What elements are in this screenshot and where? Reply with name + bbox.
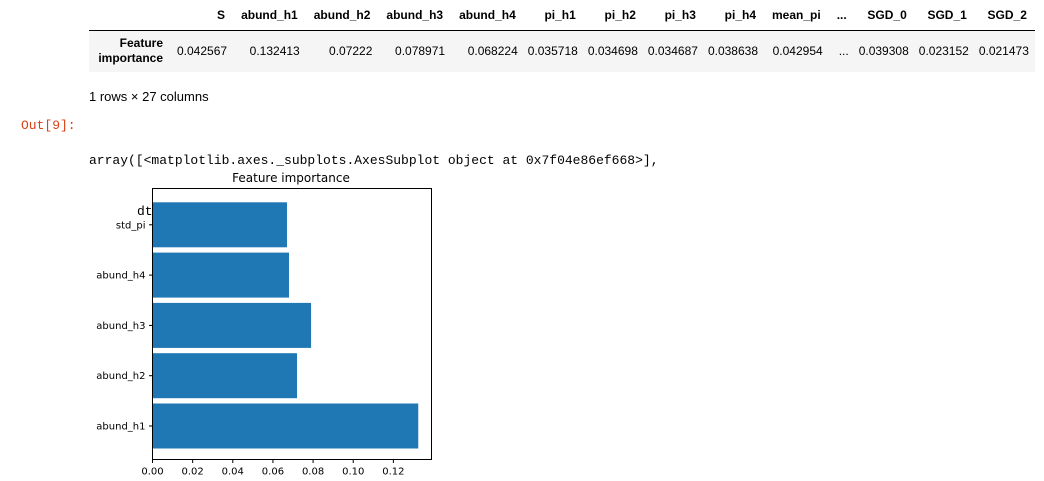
table-cell: 0.078971 xyxy=(395,44,446,59)
table-cell: 0.068224 xyxy=(467,44,518,59)
column-header: pi_h2 xyxy=(604,7,636,22)
table-row: Feature importance 0.042567 0.132413 0.07… xyxy=(89,30,1035,72)
y-tick-label: std_pi xyxy=(116,220,146,231)
column-header: SGD_0 xyxy=(867,7,907,22)
table-cell: 0.023152 xyxy=(918,44,969,59)
table-cell: 0.021473 xyxy=(978,44,1029,59)
table-cell: 0.034698 xyxy=(587,44,638,59)
output-line: array([<matplotlib.axes._subplots.AxesSu… xyxy=(89,153,659,168)
column-header: ... xyxy=(836,7,847,22)
x-tick-label: 0.04 xyxy=(222,467,244,478)
table-cell: 0.042954 xyxy=(772,44,823,59)
dataframe-output: S abund_h1 abund_h2 abund_h3 abund_h4 pi… xyxy=(89,0,1044,72)
y-tick-label: abund_h2 xyxy=(96,371,145,382)
column-header: pi_h3 xyxy=(664,7,696,22)
chart-title: Feature importance xyxy=(232,171,350,185)
table-cell: 0.034687 xyxy=(647,44,698,59)
column-header: pi_h1 xyxy=(544,7,576,22)
x-tick-label: 0.02 xyxy=(182,467,204,478)
plot-frame xyxy=(152,188,432,460)
dataframe-shape-text: 1 rows × 27 columns xyxy=(89,89,209,104)
x-tick-label: 0.10 xyxy=(342,467,364,478)
bar-abund_h3 xyxy=(152,302,312,348)
table-cell: ... xyxy=(838,44,849,59)
y-tick-label: abund_h1 xyxy=(96,422,145,433)
row-index-label: Feature importance xyxy=(98,36,163,66)
column-header: SGD_1 xyxy=(927,7,967,22)
y-tick-label: abund_h3 xyxy=(96,321,145,332)
header-row: S abund_h1 abund_h2 abund_h3 abund_h4 pi… xyxy=(89,0,1035,30)
table-cell: 0.039308 xyxy=(858,44,909,59)
column-header: abund_h3 xyxy=(386,7,444,22)
x-tick-label: 0.00 xyxy=(141,467,163,478)
column-header: SGD_2 xyxy=(987,7,1027,22)
table-cell: 0.035718 xyxy=(527,44,578,59)
x-tick-label: 0.12 xyxy=(382,467,404,478)
column-header: abund_h2 xyxy=(313,7,371,22)
bar-std_pi xyxy=(152,202,287,248)
x-tick-label: 0.08 xyxy=(302,467,324,478)
table-cell: 0.07222 xyxy=(329,44,373,59)
bar-abund_h4 xyxy=(152,252,289,298)
dataframe-table: S abund_h1 abund_h2 abund_h3 abund_h4 pi… xyxy=(89,0,1035,72)
table-cell: 0.132413 xyxy=(249,44,300,59)
bar-abund_h1 xyxy=(152,403,419,449)
column-header: S xyxy=(217,7,226,22)
bar-abund_h2 xyxy=(152,353,298,399)
table-cell: 0.038638 xyxy=(707,44,758,59)
column-header: abund_h4 xyxy=(459,7,516,22)
output-prompt: Out[9]: xyxy=(21,118,76,133)
column-header: pi_h4 xyxy=(724,7,756,22)
column-header: abund_h1 xyxy=(241,7,298,22)
x-tick-label: 0.06 xyxy=(262,467,284,478)
y-tick-label: abund_h4 xyxy=(96,271,145,282)
column-header: mean_pi xyxy=(772,7,821,22)
table-cell: 0.042567 xyxy=(177,44,228,59)
